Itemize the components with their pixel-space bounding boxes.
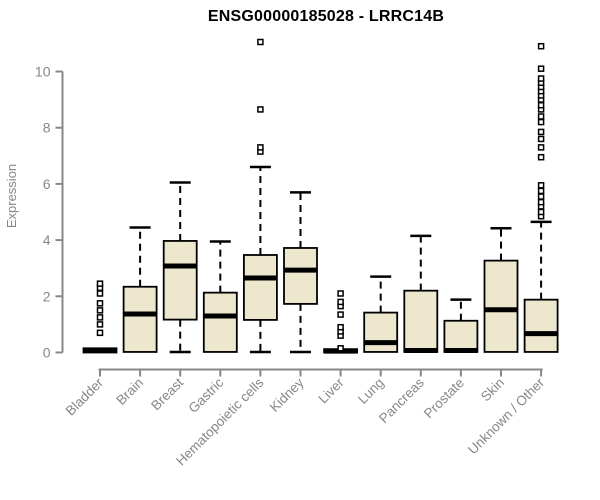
x-tick-label: Unknown / Other: [465, 375, 548, 458]
box-kidney: [283, 191, 318, 354]
box-skin: [483, 227, 519, 353]
iqr-box: [242, 254, 278, 321]
outlier-point: [537, 144, 545, 151]
x-tick-label: Brain: [113, 375, 146, 408]
box-lung: [363, 275, 399, 353]
iqr-box: [483, 259, 519, 353]
box-hematopoietic-cells: [242, 38, 278, 354]
box-liver: [323, 290, 359, 354]
x-tick-label: Breast: [148, 375, 186, 413]
y-tick-label: 8: [43, 120, 51, 136]
x-tick-label: Lung: [355, 375, 387, 407]
iqr-box: [122, 285, 158, 353]
outlier-point: [337, 323, 344, 331]
outlier-point: [537, 198, 545, 206]
outlier-point: [537, 113, 545, 120]
y-tick-label: 10: [35, 64, 51, 80]
y-axis: 0 2 4 6 8 10: [35, 64, 64, 361]
outlier-point: [537, 193, 545, 200]
outlier-point: [537, 153, 545, 161]
outlier-point: [537, 208, 545, 216]
x-tick-label: Liver: [315, 375, 347, 407]
outlier-point: [537, 187, 545, 195]
x-tick-label: Prostate: [421, 375, 467, 421]
iqr-box: [162, 240, 198, 321]
outlier-point: [96, 300, 104, 307]
outlier-point: [337, 345, 344, 352]
outlier-point: [337, 290, 344, 297]
outlier-point: [537, 75, 545, 82]
box-gastric: [202, 240, 238, 353]
y-axis-title: Expression: [4, 164, 19, 228]
box-breast: [162, 181, 198, 354]
outlier-point: [537, 135, 545, 143]
outlier-point: [257, 106, 264, 113]
outlier-point: [96, 280, 104, 287]
iqr-box: [363, 311, 399, 353]
x-tick-label: Bladder: [63, 375, 107, 419]
iqr-box: [523, 298, 559, 353]
outlier-point: [96, 307, 104, 314]
box-bladder: [82, 280, 118, 354]
x-tick-label: Kidney: [267, 375, 307, 415]
outlier-point: [96, 329, 104, 337]
x-tick-label: Skin: [478, 375, 507, 404]
outlier-point: [96, 314, 104, 321]
y-tick-label: 2: [43, 288, 51, 304]
outlier-point: [537, 101, 545, 109]
outlier-point: [537, 118, 545, 126]
outlier-point: [96, 290, 104, 297]
iqr-box: [283, 247, 318, 305]
outlier-point: [537, 182, 545, 189]
box-unknown-other: [523, 42, 559, 353]
y-tick-label: 4: [43, 232, 51, 248]
iqr-box: [403, 289, 439, 353]
iqr-box: [443, 319, 479, 353]
box-prostate: [443, 298, 479, 354]
box-pancreas: [403, 234, 439, 354]
outlier-point: [257, 38, 264, 46]
outlier-point: [537, 65, 545, 72]
box-brain: [122, 226, 158, 353]
outlier-point: [337, 298, 344, 306]
outlier-point: [96, 321, 104, 328]
outlier-point: [337, 311, 344, 318]
outlier-point: [537, 128, 545, 136]
iqr-box: [202, 291, 238, 353]
outlier-point: [257, 144, 264, 151]
y-tick-label: 0: [43, 345, 51, 361]
outlier-point: [537, 42, 545, 50]
y-tick-label: 6: [43, 176, 51, 192]
chart-title: ENSG00000185028 - LRRC14B: [207, 8, 445, 25]
